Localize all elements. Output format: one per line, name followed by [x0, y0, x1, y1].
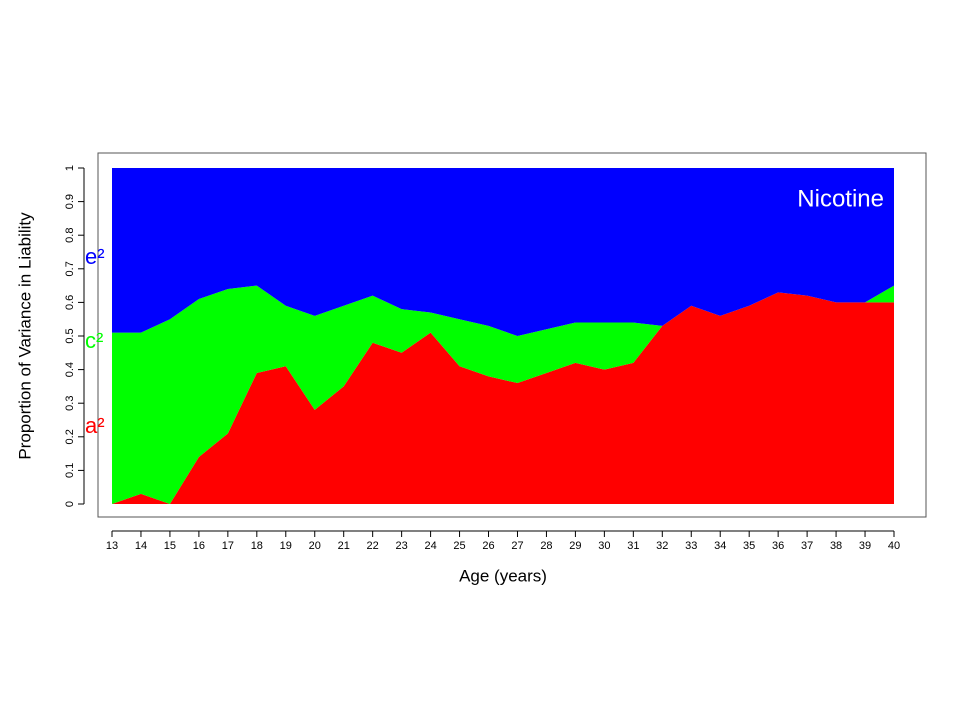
x-tick-label: 37 — [801, 540, 813, 552]
x-axis-title: Age (years) — [459, 566, 547, 585]
x-tick-label: 29 — [569, 540, 581, 552]
annotation: Nicotine — [797, 185, 884, 212]
x-tick-label: 39 — [859, 540, 871, 552]
y-tick-label: 0.4 — [64, 362, 76, 377]
x-tick-label: 16 — [193, 540, 205, 552]
area — [112, 292, 894, 504]
legend-label: c² — [85, 328, 103, 353]
x-tick-label: 20 — [309, 540, 321, 552]
x-tick-label: 15 — [164, 540, 176, 552]
x-tick-label: 24 — [424, 540, 436, 552]
areas — [112, 168, 894, 504]
y-tick-label: 0.6 — [64, 295, 76, 310]
x-tick-label: 18 — [251, 540, 263, 552]
x-tick-label: 40 — [888, 540, 900, 552]
x-tick-label: 22 — [367, 540, 379, 552]
y-tick-label: 0.7 — [64, 261, 76, 276]
x-tick-label: 32 — [656, 540, 668, 552]
x-tick-label: 19 — [280, 540, 292, 552]
y-tick-label: 1 — [64, 165, 76, 171]
legend-label: e² — [85, 244, 105, 269]
x-tick-label: 27 — [511, 540, 523, 552]
y-tick-label: 0.1 — [64, 463, 76, 478]
x-tick-label: 38 — [830, 540, 842, 552]
x-tick-label: 21 — [338, 540, 350, 552]
y-tick-label: 0 — [64, 501, 76, 507]
y-tick-label: 0.3 — [64, 396, 76, 411]
x-tick-label: 34 — [714, 540, 726, 552]
x-tick-label: 33 — [685, 540, 697, 552]
y-tick-label: 0.2 — [64, 429, 76, 444]
x-tick-label: 25 — [453, 540, 465, 552]
x-tick-label: 30 — [598, 540, 610, 552]
area — [112, 285, 894, 504]
x-tick-label: 28 — [540, 540, 552, 552]
x-tick-label: 35 — [743, 540, 755, 552]
legend-label: a² — [85, 413, 105, 438]
x-tick-label: 31 — [627, 540, 639, 552]
plot-frame — [97, 152, 927, 518]
x-tick-label: 36 — [772, 540, 784, 552]
x-tick-label: 14 — [135, 540, 147, 552]
x-tick-label: 13 — [106, 540, 118, 552]
x-tick-label: 23 — [396, 540, 408, 552]
x-tick-label: 17 — [222, 540, 234, 552]
y-axis-title: Proportion of Variance in Liability — [15, 212, 34, 460]
y-tick-label: 0.8 — [64, 228, 76, 243]
x-tick-label: 26 — [482, 540, 494, 552]
y-tick-label: 0.9 — [64, 194, 76, 209]
area — [112, 168, 894, 336]
y-tick-label: 0.5 — [64, 328, 76, 343]
